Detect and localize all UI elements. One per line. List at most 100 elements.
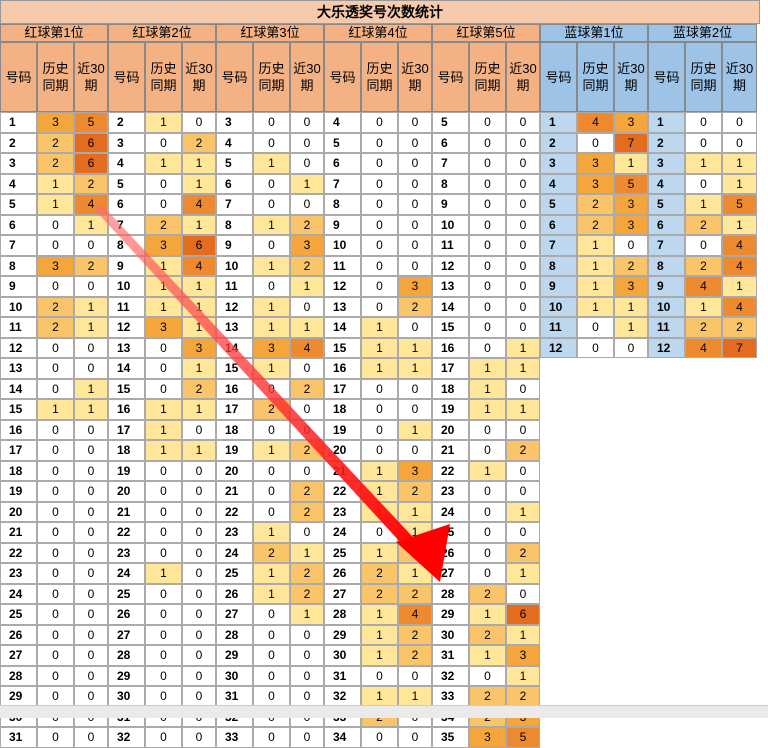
recent30-count-cell: 1 [290, 542, 324, 563]
history-count-cell: 0 [361, 153, 398, 174]
recent30-count-cell: 0 [74, 727, 108, 748]
recent30-count-cell: 0 [506, 214, 540, 235]
history-count-cell: 0 [361, 235, 398, 256]
recent30-count-cell: 1 [74, 214, 108, 235]
ball-number-cell: 23 [216, 522, 253, 543]
recent30-count-cell: 0 [290, 153, 324, 174]
history-count-cell: 0 [253, 419, 290, 440]
ball-number-cell: 7 [648, 235, 685, 256]
ball-number-cell: 5 [324, 132, 361, 153]
history-count-cell: 1 [469, 378, 506, 399]
ball-number-cell: 25 [108, 583, 145, 604]
recent30-count-cell: 2 [398, 624, 432, 645]
recent30-count-cell: 3 [614, 276, 648, 297]
column-header: 号码 [648, 42, 685, 112]
column-header: 近30期 [506, 42, 540, 112]
ball-number-cell: 7 [108, 214, 145, 235]
recent30-count-cell: 1 [182, 173, 216, 194]
history-count-cell: 2 [145, 214, 182, 235]
ball-number-cell: 30 [216, 665, 253, 686]
history-count-cell: 1 [469, 645, 506, 666]
ball-number-cell: 8 [540, 255, 577, 276]
recent30-count-cell: 0 [506, 522, 540, 543]
recent30-count-cell: 1 [398, 337, 432, 358]
column-header: 近30期 [398, 42, 432, 112]
history-count-cell: 0 [37, 583, 74, 604]
recent30-count-cell: 0 [74, 583, 108, 604]
recent30-count-cell: 0 [506, 255, 540, 276]
recent30-count-cell: 0 [74, 358, 108, 379]
group-header: 红球第1位 [0, 24, 108, 42]
ball-number-cell: 10 [216, 255, 253, 276]
ball-number-cell: 10 [540, 296, 577, 317]
recent30-count-cell: 0 [74, 604, 108, 625]
recent30-count-cell: 0 [398, 173, 432, 194]
history-count-cell: 0 [361, 214, 398, 235]
ball-number-cell: 16 [108, 399, 145, 420]
sheet-tab-strip[interactable] [0, 705, 768, 718]
history-count-cell: 2 [361, 583, 398, 604]
ball-number-cell: 35 [432, 727, 469, 748]
ball-number-cell: 30 [432, 624, 469, 645]
ball-number-cell: 11 [432, 235, 469, 256]
history-count-cell: 0 [469, 522, 506, 543]
ball-number-cell: 22 [324, 481, 361, 502]
recent30-count-cell: 4 [290, 337, 324, 358]
recent30-count-cell: 1 [722, 173, 757, 194]
recent30-count-cell: 6 [506, 604, 540, 625]
column-header: 历史同期 [145, 42, 182, 112]
ball-number-cell: 5 [108, 173, 145, 194]
history-count-cell: 0 [37, 522, 74, 543]
history-count-cell: 1 [577, 235, 614, 256]
ball-number-cell: 25 [324, 542, 361, 563]
ball-number-cell: 24 [324, 522, 361, 543]
history-count-cell: 0 [145, 173, 182, 194]
history-count-cell: 0 [253, 624, 290, 645]
recent30-count-cell: 3 [506, 645, 540, 666]
history-count-cell: 0 [469, 194, 506, 215]
ball-number-cell: 13 [108, 337, 145, 358]
ball-number-cell: 7 [216, 194, 253, 215]
history-count-cell: 1 [145, 399, 182, 420]
recent30-count-cell: 0 [506, 317, 540, 338]
recent30-count-cell: 1 [398, 686, 432, 707]
ball-number-cell: 15 [0, 399, 37, 420]
ball-number-cell: 15 [432, 317, 469, 338]
history-count-cell: 0 [37, 686, 74, 707]
ball-number-cell: 22 [0, 542, 37, 563]
history-count-cell: 0 [469, 112, 506, 133]
ball-number-cell: 21 [324, 460, 361, 481]
ball-number-cell: 26 [432, 542, 469, 563]
history-count-cell: 0 [145, 460, 182, 481]
ball-number-cell: 6 [0, 214, 37, 235]
history-count-cell: 0 [37, 727, 74, 748]
ball-number-cell: 6 [432, 132, 469, 153]
recent30-count-cell: 1 [182, 399, 216, 420]
ball-number-cell: 33 [216, 727, 253, 748]
history-count-cell: 0 [37, 665, 74, 686]
ball-number-cell: 22 [216, 501, 253, 522]
recent30-count-cell: 2 [398, 583, 432, 604]
history-count-cell: 0 [361, 173, 398, 194]
recent30-count-cell: 5 [74, 112, 108, 133]
ball-number-cell: 1 [648, 112, 685, 133]
recent30-count-cell: 1 [182, 440, 216, 461]
ball-number-cell: 25 [0, 604, 37, 625]
history-count-cell: 1 [253, 296, 290, 317]
ball-number-cell: 12 [540, 337, 577, 358]
history-count-cell: 3 [145, 235, 182, 256]
history-count-cell: 1 [145, 296, 182, 317]
column-header: 号码 [0, 42, 37, 112]
recent30-count-cell: 1 [506, 337, 540, 358]
ball-number-cell: 12 [108, 317, 145, 338]
recent30-count-cell: 0 [290, 665, 324, 686]
ball-number-cell: 29 [432, 604, 469, 625]
ball-number-cell: 18 [108, 440, 145, 461]
ball-number-cell: 2 [648, 132, 685, 153]
recent30-count-cell: 2 [398, 481, 432, 502]
ball-number-cell: 14 [432, 296, 469, 317]
history-count-cell: 0 [145, 337, 182, 358]
recent30-count-cell: 0 [74, 501, 108, 522]
recent30-count-cell: 4 [182, 255, 216, 276]
recent30-count-cell: 1 [506, 563, 540, 584]
